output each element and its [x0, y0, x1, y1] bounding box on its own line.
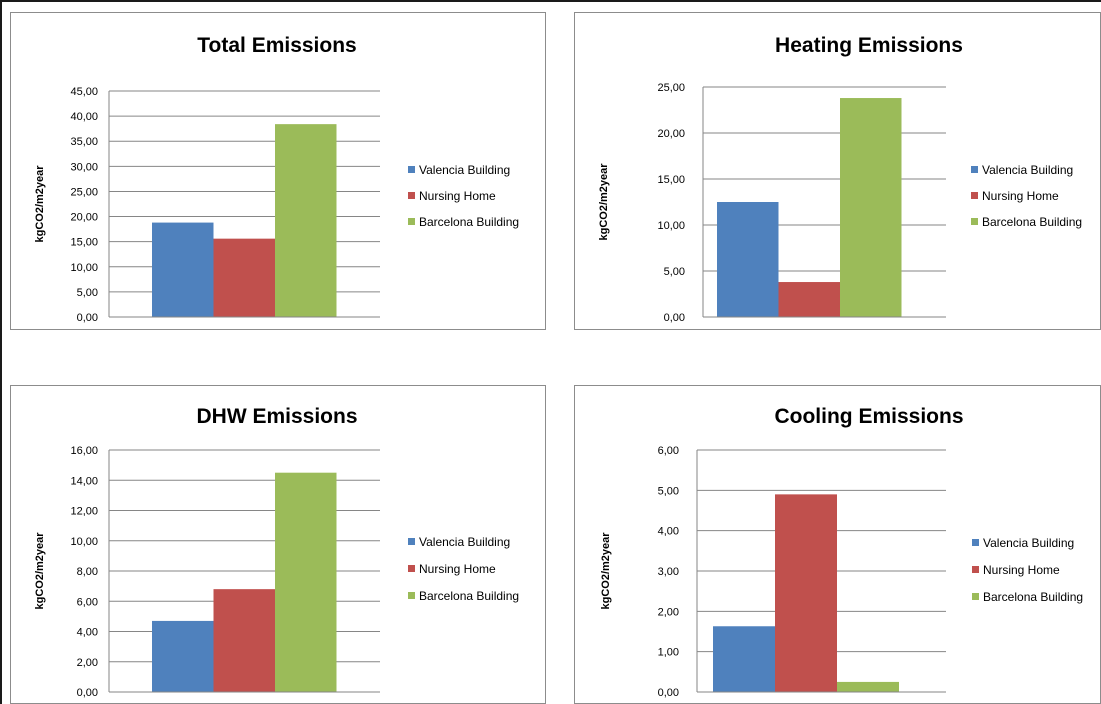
y-tick-label: 0,00: [658, 687, 679, 699]
y-tick-label: 10,00: [657, 220, 685, 232]
y-tick-label: 20,00: [70, 212, 98, 224]
y-tick-label: 0,00: [77, 312, 98, 324]
bar-barcelona-building: [837, 681, 899, 692]
chart-title: Heating Emissions: [775, 34, 963, 57]
legend-swatch-nursing-home: [408, 192, 415, 199]
y-tick-label: 2,00: [77, 657, 98, 669]
legend-label-valencia-building: Valencia Building: [419, 535, 510, 549]
y-tick-label: 4,00: [77, 627, 98, 639]
y-tick-label: 5,00: [77, 287, 98, 299]
y-tick-label: 16,00: [70, 445, 98, 457]
legend-swatch-barcelona-building: [972, 593, 979, 600]
y-tick-label: 6,00: [658, 445, 679, 457]
y-tick-label: 3,00: [658, 566, 679, 578]
y-tick-label: 0,00: [664, 312, 685, 324]
y-tick-label: 12,00: [70, 506, 98, 518]
bar-barcelona-building: [275, 472, 337, 692]
y-tick-label: 30,00: [70, 161, 98, 173]
chart-total-emissions: Total Emissions 0,00 5,00 10,00 15,00 20,00 25…: [10, 12, 546, 330]
y-tick-label: 40,00: [70, 111, 98, 123]
bar-valencia-building: [713, 626, 775, 692]
chart-cooling-emissions: Cooling Emissions 0,00 1,00 2,00 3,00 4,00 5,0…: [574, 385, 1101, 704]
chart-dhw-emissions: DHW Emissions 0,00 2,00 4,00 6,00 8,00 10,00 12…: [10, 385, 546, 704]
bar-valencia-building: [717, 202, 779, 317]
legend-swatch-barcelona-building: [408, 592, 415, 599]
legend-label-barcelona-building: Barcelona Building: [983, 590, 1083, 604]
y-tick-label: 4,00: [658, 526, 679, 538]
chart-panel-border: [574, 385, 1101, 704]
legend-label-nursing-home: Nursing Home: [419, 562, 496, 576]
y-tick-label: 35,00: [70, 136, 98, 148]
bar-nursing-home: [778, 282, 840, 317]
y-tick-label: 10,00: [70, 536, 98, 548]
legend-swatch-barcelona-building: [971, 218, 978, 225]
y-tick-label: 5,00: [664, 266, 685, 278]
legend-label-valencia-building: Valencia Building: [982, 163, 1073, 177]
y-tick-label: 25,00: [70, 186, 98, 198]
legend-label-nursing-home: Nursing Home: [983, 563, 1060, 577]
chart-title: Cooling Emissions: [774, 405, 963, 428]
y-tick-label: 15,00: [70, 237, 98, 249]
y-tick-label: 2,00: [658, 606, 679, 618]
legend-swatch-valencia-building: [972, 539, 979, 546]
legend-label-nursing-home: Nursing Home: [419, 189, 496, 203]
y-tick-label: 5,00: [658, 485, 679, 497]
y-tick-label: 45,00: [70, 86, 98, 98]
legend-label-valencia-building: Valencia Building: [983, 536, 1074, 550]
y-tick-label: 20,00: [657, 128, 685, 140]
y-tick-label: 14,00: [70, 475, 98, 487]
bar-barcelona-building: [275, 124, 337, 317]
bar-nursing-home: [213, 238, 275, 317]
legend-label-barcelona-building: Barcelona Building: [419, 215, 519, 229]
bar-barcelona-building: [840, 98, 902, 317]
legend-swatch-nursing-home: [408, 565, 415, 572]
y-tick-label: 0,00: [77, 687, 98, 699]
y-axis-label: kgCO2/m2year: [34, 532, 46, 610]
bar-nursing-home: [775, 494, 837, 692]
legend-swatch-nursing-home: [972, 566, 979, 573]
legend-label-valencia-building: Valencia Building: [419, 163, 510, 177]
y-tick-label: 25,00: [657, 82, 685, 94]
legend-swatch-nursing-home: [971, 192, 978, 199]
chart-title: DHW Emissions: [196, 405, 357, 428]
bar-valencia-building: [152, 620, 214, 692]
y-tick-label: 6,00: [77, 596, 98, 608]
legend-label-barcelona-building: Barcelona Building: [982, 215, 1082, 229]
y-axis-label: kgCO2/m2year: [598, 163, 610, 241]
legend-label-barcelona-building: Barcelona Building: [419, 589, 519, 603]
legend-swatch-valencia-building: [408, 166, 415, 173]
legend-label-nursing-home: Nursing Home: [982, 189, 1059, 203]
chart-heating-emissions: Heating Emissions 0,00 5,00 10,00 15,00 20,00…: [574, 12, 1101, 330]
bar-valencia-building: [152, 222, 214, 317]
legend-swatch-valencia-building: [971, 166, 978, 173]
legend-swatch-valencia-building: [408, 538, 415, 545]
chart-title: Total Emissions: [197, 34, 356, 57]
y-tick-label: 10,00: [70, 262, 98, 274]
y-axis-label: kgCO2/m2year: [34, 165, 46, 243]
y-tick-label: 8,00: [77, 566, 98, 578]
legend-swatch-barcelona-building: [408, 218, 415, 225]
y-axis-label: kgCO2/m2year: [600, 532, 612, 610]
y-tick-label: 1,00: [658, 647, 679, 659]
y-tick-label: 15,00: [657, 174, 685, 186]
bar-nursing-home: [213, 589, 275, 692]
chart-panel-border: [574, 12, 1101, 330]
